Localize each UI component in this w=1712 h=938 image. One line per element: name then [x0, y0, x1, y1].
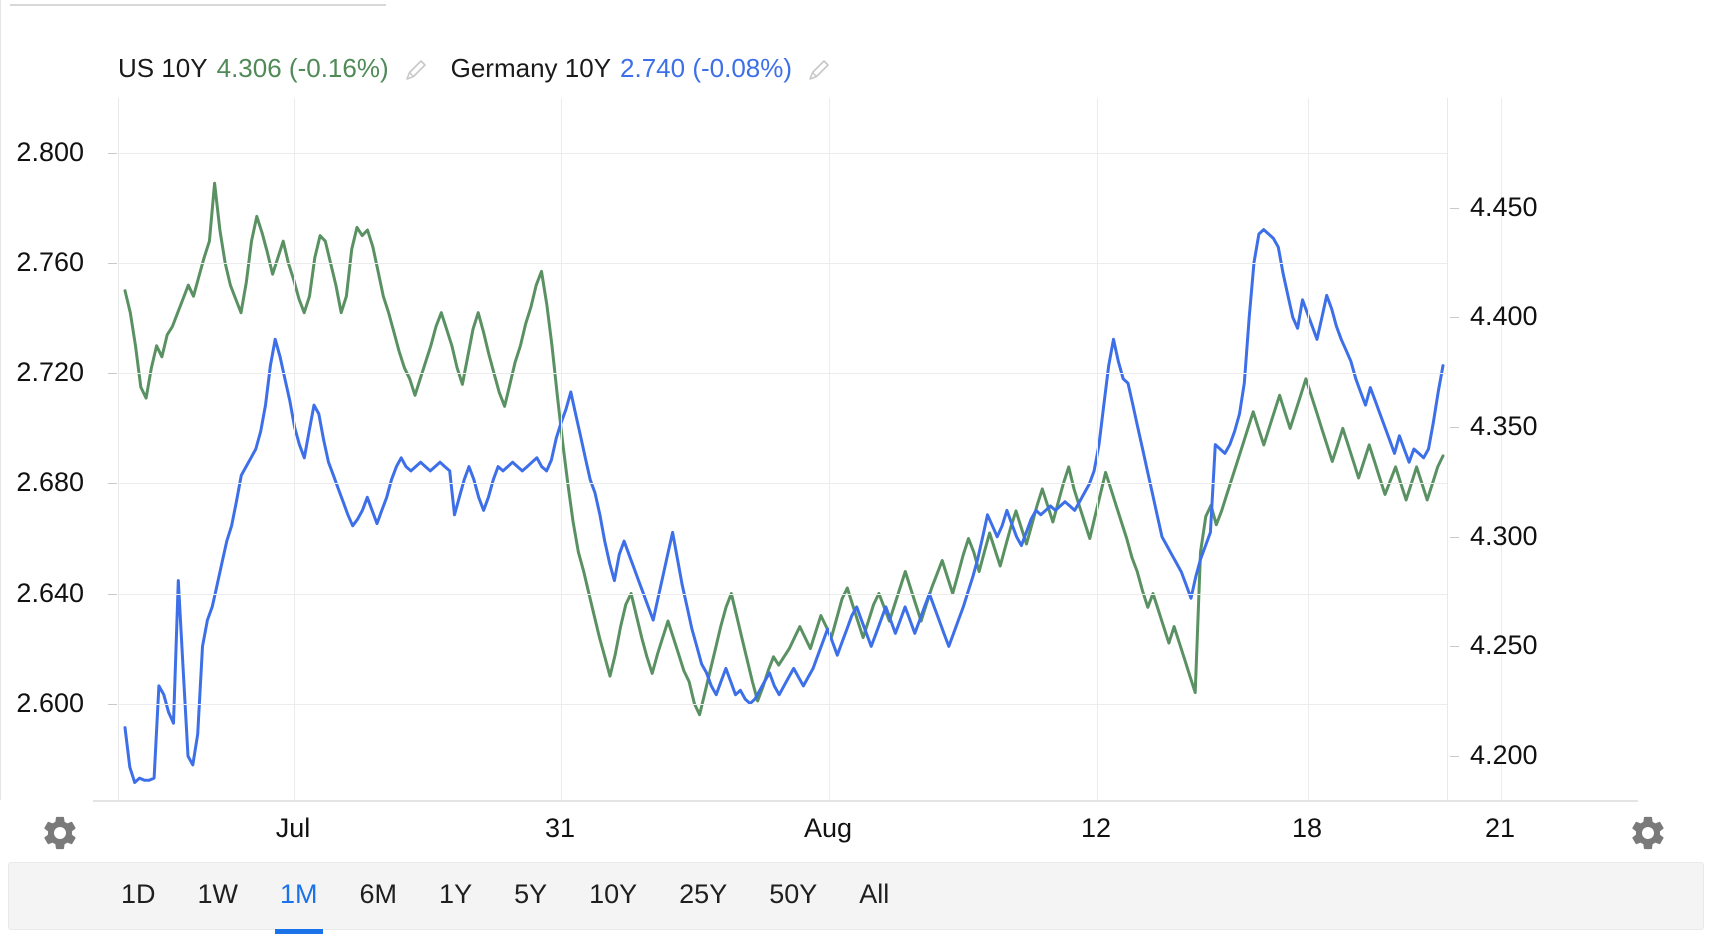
range-buttons: 1D 1W 1M 6M 1Y 5Y 10Y 25Y 50Y All	[121, 863, 931, 934]
legend-label-us10y: US 10Y	[118, 52, 208, 83]
gridline-horizontal	[119, 153, 1447, 155]
range-button-all[interactable]: All	[859, 878, 890, 909]
gridline-vertical	[1501, 98, 1502, 800]
legend-price-us10y: 4.306	[216, 52, 282, 83]
y-axis-tick-mark	[1450, 756, 1459, 758]
y-axis-tick-mark	[108, 703, 117, 705]
gear-icon[interactable]	[1628, 813, 1668, 853]
y-axis-tick-label: 4.300	[1470, 520, 1538, 551]
pencil-icon[interactable]	[403, 57, 429, 83]
y-axis-tick-mark	[108, 263, 117, 265]
range-button-10y[interactable]: 10Y	[589, 878, 638, 909]
range-button-5y[interactable]: 5Y	[514, 878, 548, 909]
gridline-horizontal	[119, 263, 1447, 265]
range-button-6m[interactable]: 6M	[359, 878, 398, 909]
x-axis-tick-label: 21	[1484, 813, 1516, 843]
y-axis-tick-label: 2.640	[16, 577, 84, 608]
legend-item-germany10y[interactable]: Germany 10Y 2.740 (-0.08%)	[451, 53, 792, 84]
gridline-horizontal	[119, 373, 1447, 375]
legend-item-us10y[interactable]: US 10Y 4.306 (-0.16%)	[118, 53, 389, 84]
legend-value-us10y: 4.306 (-0.16%)	[217, 53, 389, 84]
y-axis-tick-mark	[1450, 427, 1459, 429]
x-axis-tick-label: Aug	[803, 813, 853, 843]
y-axis-tick-label: 2.800	[16, 137, 84, 168]
range-button-1w[interactable]: 1W	[197, 878, 239, 909]
series-line-germany-10y	[123, 181, 1445, 717]
chart-plot-area[interactable]	[118, 98, 1502, 800]
y-axis-tick-label: 2.600	[16, 687, 84, 718]
y-axis-tick-label: 4.250	[1470, 630, 1538, 661]
y-axis-tick-label: 2.720	[16, 357, 84, 388]
legend-change-us10y: (-0.16%)	[288, 52, 389, 83]
range-button-50y[interactable]: 50Y	[769, 878, 818, 909]
y-axis-tick-mark	[1450, 207, 1459, 209]
gridline-horizontal	[119, 483, 1447, 485]
y-axis-tick-mark	[1450, 536, 1459, 538]
y-axis-tick-mark	[1450, 646, 1459, 648]
range-button-1y[interactable]: 1Y	[439, 878, 473, 909]
gear-icon[interactable]	[40, 813, 80, 853]
pencil-icon[interactable]	[806, 57, 832, 83]
gridline-vertical	[294, 98, 295, 800]
x-axis-tick-label: 18	[1291, 813, 1323, 843]
legend-change-germany10y: (-0.08%)	[692, 52, 793, 83]
chart-legend: US 10Y 4.306 (-0.16%) Germany 10Y 2.740 …	[118, 48, 854, 88]
gridline-vertical	[829, 98, 830, 800]
y-axis-tick-mark	[108, 483, 117, 485]
y-axis-tick-mark	[108, 153, 117, 155]
gridline-vertical	[561, 98, 562, 800]
gridline-horizontal	[119, 703, 1447, 705]
top-divider	[10, 4, 386, 6]
x-axis-tick-label: 31	[544, 813, 576, 843]
series-lines	[123, 181, 1445, 784]
y-axis-tick-label: 4.350	[1470, 411, 1538, 442]
gridline-vertical	[1308, 98, 1309, 800]
range-button-25y[interactable]: 25Y	[679, 878, 728, 909]
range-selector-bar: 1D 1W 1M 6M 1Y 5Y 10Y 25Y 50Y All	[8, 862, 1704, 934]
y-axis-tick-label: 2.760	[16, 247, 84, 278]
range-button-1d[interactable]: 1D	[121, 878, 156, 909]
y-axis-tick-label: 2.680	[16, 467, 84, 498]
legend-label-germany10y: Germany 10Y	[450, 52, 612, 83]
y-axis-tick-mark	[1450, 317, 1459, 319]
range-button-1m[interactable]: 1M	[275, 880, 322, 934]
series-line-us-10y	[123, 228, 1445, 784]
x-axis-tick-label: Jul	[275, 813, 311, 843]
legend-value-germany10y: 2.740 (-0.08%)	[620, 53, 792, 84]
y-axis-tick-label: 4.450	[1470, 191, 1538, 222]
y-axis-tick-mark	[108, 373, 117, 375]
gridline-horizontal	[119, 593, 1447, 595]
legend-price-germany10y: 2.740	[620, 52, 686, 83]
axis-divider	[93, 800, 1638, 802]
x-axis-tick-label: 12	[1080, 813, 1112, 843]
gridline-vertical	[1097, 98, 1098, 800]
y-axis-tick-label: 4.200	[1470, 740, 1538, 771]
y-axis-tick-label: 4.400	[1470, 301, 1538, 332]
left-border	[0, 0, 1, 800]
y-axis-tick-mark	[108, 593, 117, 595]
